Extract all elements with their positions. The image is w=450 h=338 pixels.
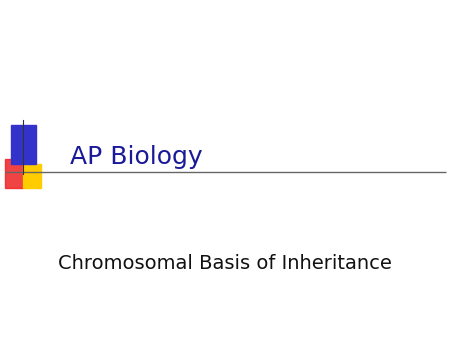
Text: Chromosomal Basis of Inheritance: Chromosomal Basis of Inheritance bbox=[58, 254, 392, 273]
Bar bbox=[11, 125, 36, 164]
Bar bbox=[4, 159, 23, 188]
Text: AP Biology: AP Biology bbox=[70, 145, 203, 169]
Bar bbox=[23, 164, 40, 188]
